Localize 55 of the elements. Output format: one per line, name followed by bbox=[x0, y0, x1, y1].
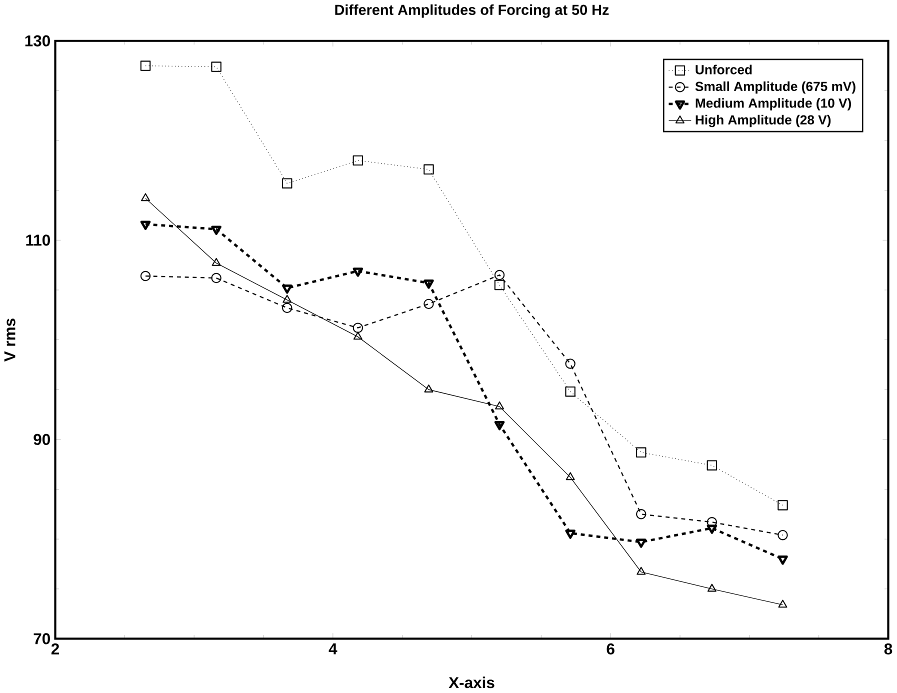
y-tick-label: 110 bbox=[26, 234, 50, 246]
legend-label: Medium Amplitude (10 V) bbox=[696, 98, 851, 111]
point bbox=[352, 322, 364, 334]
x-tick-label: 2 bbox=[51, 644, 60, 655]
y-axis-title: V rms bbox=[4, 318, 16, 362]
point bbox=[424, 384, 434, 393]
point bbox=[706, 524, 718, 534]
point bbox=[706, 460, 718, 471]
point bbox=[494, 280, 505, 290]
point bbox=[636, 567, 646, 576]
point bbox=[282, 303, 292, 314]
point bbox=[565, 530, 576, 540]
point bbox=[282, 284, 292, 294]
point bbox=[566, 472, 575, 480]
point bbox=[778, 500, 788, 511]
legend-label: Small Amplitude (675 mV) bbox=[695, 82, 856, 94]
point bbox=[211, 226, 222, 236]
x-tick-label: 6 bbox=[606, 644, 614, 655]
point bbox=[495, 402, 504, 410]
point bbox=[140, 60, 151, 72]
point bbox=[211, 62, 222, 72]
point bbox=[565, 386, 576, 397]
point bbox=[494, 270, 505, 280]
point bbox=[636, 538, 646, 548]
point bbox=[282, 178, 292, 189]
x-tick-label: 4 bbox=[328, 644, 338, 654]
point bbox=[778, 556, 788, 566]
point bbox=[352, 268, 364, 278]
point bbox=[707, 584, 716, 592]
point bbox=[636, 448, 646, 458]
legend-label: Unforced bbox=[696, 64, 752, 75]
point bbox=[778, 530, 788, 540]
point bbox=[494, 421, 505, 430]
point bbox=[706, 517, 718, 528]
point bbox=[565, 358, 576, 370]
point bbox=[353, 332, 362, 340]
chart-title: Different Amplitudes of Forcing at 50 Hz bbox=[335, 4, 609, 18]
point bbox=[282, 295, 292, 303]
x-tick-label: 8 bbox=[884, 644, 892, 655]
point bbox=[141, 193, 150, 202]
point bbox=[778, 600, 788, 608]
point bbox=[140, 271, 151, 282]
x-axis-title: X-axis bbox=[448, 676, 494, 688]
point bbox=[212, 258, 221, 266]
point bbox=[424, 164, 434, 175]
y-tick-label: 70 bbox=[34, 633, 50, 645]
y-tick-label: 90 bbox=[34, 434, 50, 446]
legend-label: High Amplitude (28 V) bbox=[696, 115, 831, 128]
point bbox=[140, 220, 151, 230]
point bbox=[352, 156, 364, 166]
point bbox=[211, 273, 222, 284]
point bbox=[424, 299, 434, 310]
point bbox=[636, 509, 646, 520]
point bbox=[424, 280, 434, 289]
y-tick-label: 130 bbox=[25, 36, 50, 47]
